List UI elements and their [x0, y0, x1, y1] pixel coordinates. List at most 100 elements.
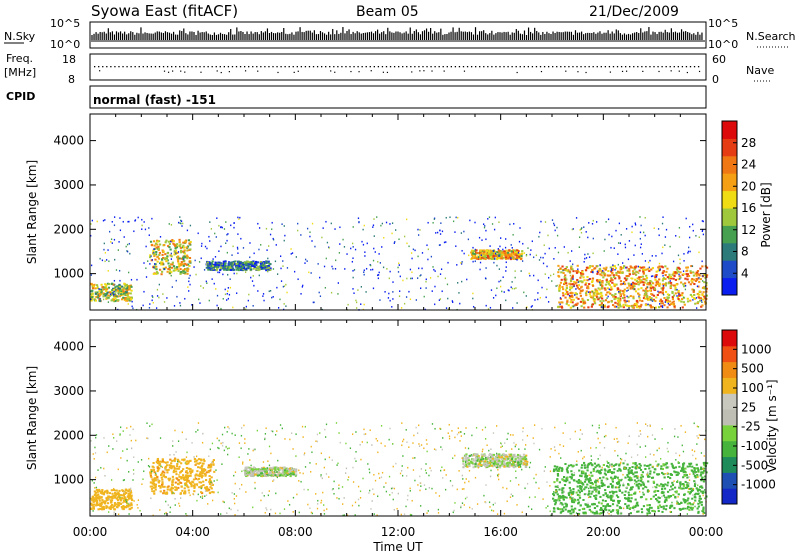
- scatter-cell: [113, 216, 116, 218]
- scatter-cell: [633, 288, 635, 290]
- scatter-cell: [478, 236, 481, 239]
- scatter-cell: [658, 265, 661, 268]
- scatter-cell: [602, 270, 604, 272]
- scatter-cell: [248, 473, 251, 476]
- scatter-cell: [488, 216, 491, 219]
- colorbar-segment: [722, 190, 737, 209]
- scatter-cell: [665, 496, 668, 499]
- scatter-cell: [697, 502, 700, 505]
- scatter-cell: [615, 229, 617, 232]
- scatter-cell: [644, 216, 646, 219]
- scatter-cell: [475, 251, 479, 254]
- scatter-cell: [124, 500, 127, 503]
- scatter-cell: [477, 258, 480, 261]
- y-tick-label: 2000: [53, 222, 84, 236]
- scatter-cell: [231, 268, 234, 271]
- scatter-cell: [472, 246, 474, 249]
- scatter-cell: [283, 469, 287, 472]
- scatter-cell: [691, 265, 694, 267]
- scatter-cell: [615, 305, 618, 308]
- scatter-cell: [667, 296, 670, 299]
- scatter-cell: [607, 280, 610, 283]
- scatter-cell: [97, 294, 99, 296]
- scatter-cell: [645, 276, 649, 279]
- nave-point: [565, 70, 567, 72]
- scatter-cell: [503, 465, 506, 468]
- scatter-cell: [163, 461, 166, 464]
- scatter-cell: [679, 271, 682, 274]
- scatter-cell: [637, 265, 639, 268]
- scatter-cell: [295, 468, 298, 471]
- scatter-cell: [476, 456, 479, 459]
- scatter-cell: [225, 266, 228, 269]
- scatter-cell: [462, 458, 465, 461]
- scatter-cell: [699, 501, 702, 504]
- scatter-cell: [268, 245, 270, 247]
- freq-point: [462, 66, 465, 68]
- scatter-cell: [657, 228, 660, 230]
- scatter-cell: [571, 274, 574, 277]
- scatter-cell: [377, 274, 380, 276]
- scatter-cell: [452, 301, 454, 304]
- scatter-cell: [154, 477, 157, 480]
- scatter-cell: [559, 267, 562, 270]
- freq-tick-top: 18: [62, 53, 76, 66]
- scatter-cell: [643, 268, 646, 271]
- scatter-cell: [277, 307, 280, 309]
- scatter-cell: [104, 219, 106, 221]
- scatter-cell: [575, 281, 578, 284]
- scatter-cell: [696, 269, 700, 272]
- scatter-cell: [497, 465, 500, 468]
- scatter-cell: [517, 257, 521, 260]
- scatter-cell: [106, 491, 109, 494]
- scatter-cell: [510, 252, 513, 255]
- scatter-cell: [630, 284, 633, 287]
- scatter-cell: [701, 298, 705, 301]
- scatter-cell: [195, 459, 199, 462]
- scatter-cell: [607, 504, 610, 507]
- scatter-cell: [223, 264, 226, 267]
- scatter-cell: [572, 263, 574, 266]
- scatter-cell: [481, 454, 484, 457]
- freq-point: [158, 66, 161, 68]
- scatter-cell: [173, 459, 176, 462]
- scatter-cell: [682, 507, 685, 510]
- scatter-cell: [505, 458, 509, 461]
- scatter-cell: [485, 458, 488, 461]
- scatter-cell: [505, 462, 508, 465]
- scatter-cell: [637, 276, 641, 279]
- freq-point: [507, 66, 509, 68]
- scatter-cell: [603, 287, 606, 290]
- scatter-cell: [169, 270, 172, 273]
- scatter-cell: [587, 480, 591, 483]
- scatter-cell: [241, 265, 244, 268]
- scatter-cell: [695, 307, 698, 309]
- scatter-cell: [669, 280, 671, 282]
- freq-point: [361, 66, 363, 68]
- scatter-cell: [166, 471, 169, 474]
- scatter-cell: [667, 302, 669, 305]
- scatter-cell: [613, 298, 616, 301]
- scatter-cell: [623, 288, 626, 291]
- scatter-cell: [664, 301, 666, 303]
- scatter-cell: [108, 294, 112, 297]
- scatter-cell: [589, 295, 592, 298]
- scatter-cell: [110, 501, 113, 504]
- scatter-cell: [122, 286, 126, 289]
- scatter-cell: [91, 292, 94, 295]
- freq-point: [166, 66, 169, 68]
- scatter-cell: [569, 301, 572, 304]
- scatter-cell: [363, 269, 365, 272]
- scatter-cell: [514, 270, 516, 272]
- scatter-cell: [179, 246, 183, 249]
- scatter-cell: [189, 474, 192, 477]
- scatter-cell: [155, 307, 158, 309]
- scatter-cell: [204, 245, 207, 248]
- freq-point: [438, 66, 440, 68]
- scatter-cell: [180, 271, 182, 273]
- scatter-cell: [255, 473, 258, 476]
- scatter-cell: [130, 296, 134, 299]
- scatter-cell: [658, 300, 662, 303]
- scatter-cell: [128, 488, 131, 491]
- scatter-cell: [488, 254, 491, 257]
